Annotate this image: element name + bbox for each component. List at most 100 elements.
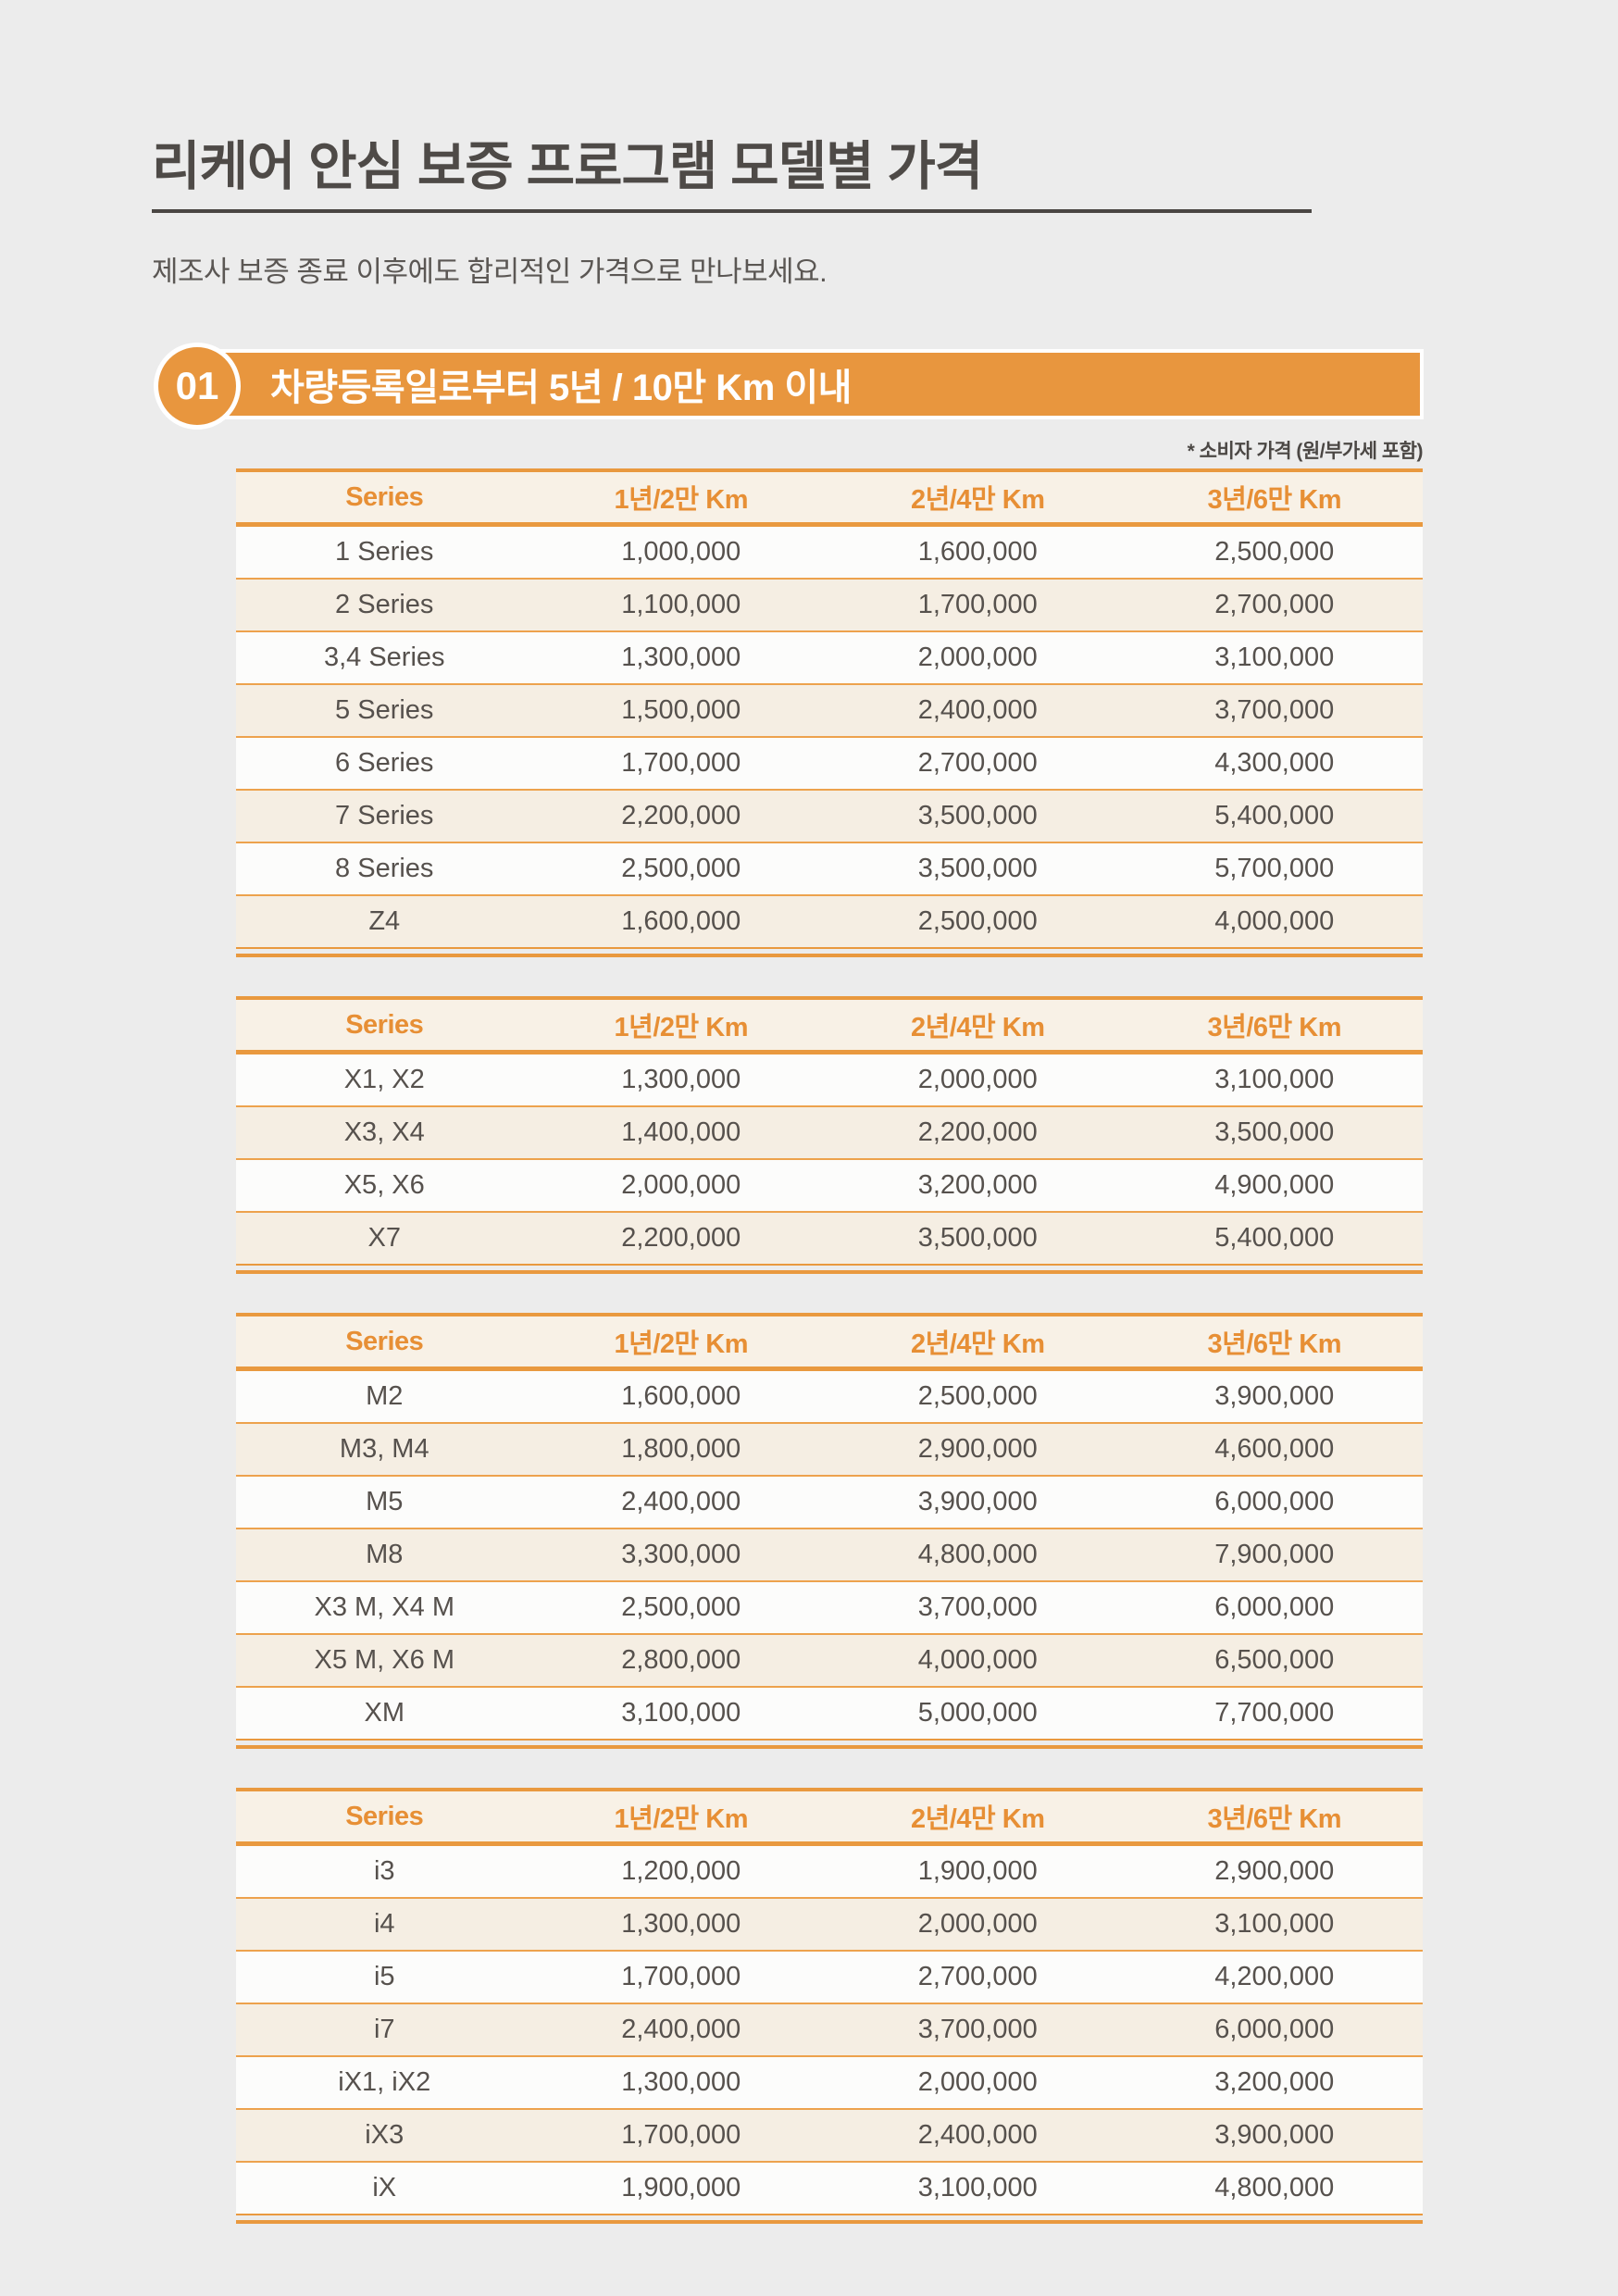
price-cell: 3,200,000 (917, 1170, 1038, 1200)
series-cell: 8 Series (335, 854, 434, 883)
price-cell: 3,300,000 (621, 1540, 741, 1569)
price-cell: 2,400,000 (621, 2015, 741, 2044)
table-row: 5 Series 1,500,000 2,400,000 3,700,000 (236, 683, 1423, 736)
price-cell: 3,700,000 (917, 1592, 1038, 1622)
table-row: i4 1,300,000 2,000,000 3,100,000 (236, 1897, 1423, 1950)
table-header-cell: Series (345, 481, 424, 512)
price-cell: 2,200,000 (621, 1223, 741, 1253)
table-header-row: Series 1년/2만 Km 2년/4만 Km 3년/6만 Km (236, 1000, 1423, 1054)
price-cell: 6,000,000 (1214, 2015, 1335, 2044)
price-cell: 4,900,000 (1214, 1170, 1335, 1200)
price-table: Series 1년/2만 Km 2년/4만 Km 3년/6만 Km X1, X2 1,30… (236, 996, 1423, 1266)
table-header-cell: 3년/6만 Km (1207, 485, 1342, 515)
price-cell: 3,500,000 (917, 1223, 1038, 1253)
price-cell: 3,500,000 (917, 801, 1038, 830)
price-cell: 2,500,000 (917, 1381, 1038, 1411)
price-cell: 2,000,000 (917, 643, 1038, 672)
price-cell: 1,300,000 (621, 1909, 741, 1939)
table-header-cell: 3년/6만 Km (1207, 1329, 1342, 1359)
table-row: iX 1,900,000 3,100,000 4,800,000 (236, 2161, 1423, 2214)
table-row: 1 Series 1,000,000 1,600,000 2,500,000 (236, 527, 1423, 578)
series-cell: M5 (366, 1487, 404, 1516)
price-cell: 2,500,000 (621, 854, 741, 883)
section-number-badge: 01 (154, 343, 241, 430)
series-cell: X7 (367, 1223, 401, 1253)
price-cell: 1,700,000 (621, 2120, 741, 2150)
price-cell: 2,400,000 (917, 2120, 1038, 2150)
price-cell: 2,800,000 (621, 1645, 741, 1675)
table-bottom-double-line (236, 1745, 1423, 1749)
price-cell: 1,000,000 (621, 537, 741, 567)
table-row: X5 M, X6 M 2,800,000 4,000,000 6,500,000 (236, 1633, 1423, 1686)
series-cell: iX3 (365, 2120, 404, 2150)
table-row: iX1, iX2 1,300,000 2,000,000 3,200,000 (236, 2055, 1423, 2108)
series-cell: M8 (366, 1540, 404, 1569)
table-row: i7 2,400,000 3,700,000 6,000,000 (236, 2003, 1423, 2055)
series-cell: M2 (366, 1381, 404, 1411)
price-cell: 3,200,000 (1214, 2067, 1335, 2097)
table-row: 2 Series 1,100,000 1,700,000 2,700,000 (236, 578, 1423, 630)
series-cell: iX (372, 2173, 397, 2202)
price-cell: 1,700,000 (917, 590, 1038, 619)
table-bottom-double-line (236, 954, 1423, 957)
price-cell: 1,500,000 (621, 695, 741, 725)
series-cell: X5, X6 (343, 1170, 425, 1200)
series-cell: Z4 (368, 906, 401, 936)
price-cell: 3,100,000 (1214, 1909, 1335, 1939)
price-cell: 5,000,000 (917, 1698, 1038, 1728)
table-header-row: Series 1년/2만 Km 2년/4만 Km 3년/6만 Km (236, 472, 1423, 527)
price-cell: 1,300,000 (621, 1065, 741, 1094)
price-cell: 5,400,000 (1214, 1223, 1335, 1253)
series-cell: i5 (373, 1962, 395, 1991)
series-cell: 1 Series (335, 537, 434, 567)
series-cell: i4 (373, 1909, 395, 1939)
table-row: i5 1,700,000 2,700,000 4,200,000 (236, 1950, 1423, 2003)
price-cell: 3,700,000 (917, 2015, 1038, 2044)
table-header-cell: Series (345, 1009, 424, 1040)
price-cell: 7,900,000 (1214, 1540, 1335, 1569)
series-cell: X3 M, X4 M (314, 1592, 455, 1622)
table-row: X3, X4 1,400,000 2,200,000 3,500,000 (236, 1105, 1423, 1158)
price-cell: 4,800,000 (917, 1540, 1038, 1569)
series-cell: i7 (373, 2015, 395, 2044)
price-cell: 1,700,000 (621, 1962, 741, 1991)
table-header-cell: 2년/4만 Km (911, 1013, 1045, 1042)
table-header-cell: 2년/4만 Km (911, 485, 1045, 515)
title-underline (152, 209, 1312, 213)
price-cell: 1,900,000 (917, 1856, 1038, 1886)
table-row: i3 1,200,000 1,900,000 2,900,000 (236, 1846, 1423, 1897)
table-header-cell: 1년/2만 Km (614, 485, 749, 515)
table-header-cell: 1년/2만 Km (614, 1804, 749, 1834)
price-cell: 3,100,000 (1214, 1065, 1335, 1094)
price-cell: 1,600,000 (621, 1381, 741, 1411)
price-cell: 2,900,000 (917, 1434, 1038, 1464)
table-header-cell: 1년/2만 Km (614, 1329, 749, 1359)
table-header-cell: 3년/6만 Km (1207, 1013, 1342, 1042)
series-cell: i3 (373, 1856, 395, 1886)
price-cell: 2,000,000 (917, 2067, 1038, 2097)
price-cell: 2,400,000 (621, 1487, 741, 1516)
price-cell: 2,700,000 (917, 748, 1038, 778)
price-cell: 3,900,000 (1214, 1381, 1335, 1411)
table-row: X3 M, X4 M 2,500,000 3,700,000 6,000,000 (236, 1580, 1423, 1633)
price-cell: 1,900,000 (621, 2173, 741, 2202)
price-cell: 2,000,000 (917, 1065, 1038, 1094)
table-header-cell: 1년/2만 Km (614, 1013, 749, 1042)
page-subtitle: 제조사 보증 종료 이후에도 합리적인 가격으로 만나보세요. (152, 256, 828, 288)
price-cell: 2,500,000 (917, 906, 1038, 936)
series-cell: X1, X2 (343, 1065, 425, 1094)
table-row: 7 Series 2,200,000 3,500,000 5,400,000 (236, 789, 1423, 842)
price-cell: 2,700,000 (917, 1962, 1038, 1991)
table-row: Z4 1,600,000 2,500,000 4,000,000 (236, 894, 1423, 947)
price-cell: 3,500,000 (917, 854, 1038, 883)
series-cell: 2 Series (335, 590, 434, 619)
series-cell: X3, X4 (343, 1117, 425, 1147)
table-row: X5, X6 2,000,000 3,200,000 4,900,000 (236, 1158, 1423, 1211)
price-cell: 4,000,000 (917, 1645, 1038, 1675)
section-banner: 차량등록일로부터 5년 / 10만 Km 이내 01 (154, 343, 1424, 430)
table-header-cell: 3년/6만 Km (1207, 1804, 1342, 1834)
price-cell: 4,000,000 (1214, 906, 1335, 936)
price-cell: 2,700,000 (1214, 590, 1335, 619)
price-cell: 2,200,000 (621, 801, 741, 830)
